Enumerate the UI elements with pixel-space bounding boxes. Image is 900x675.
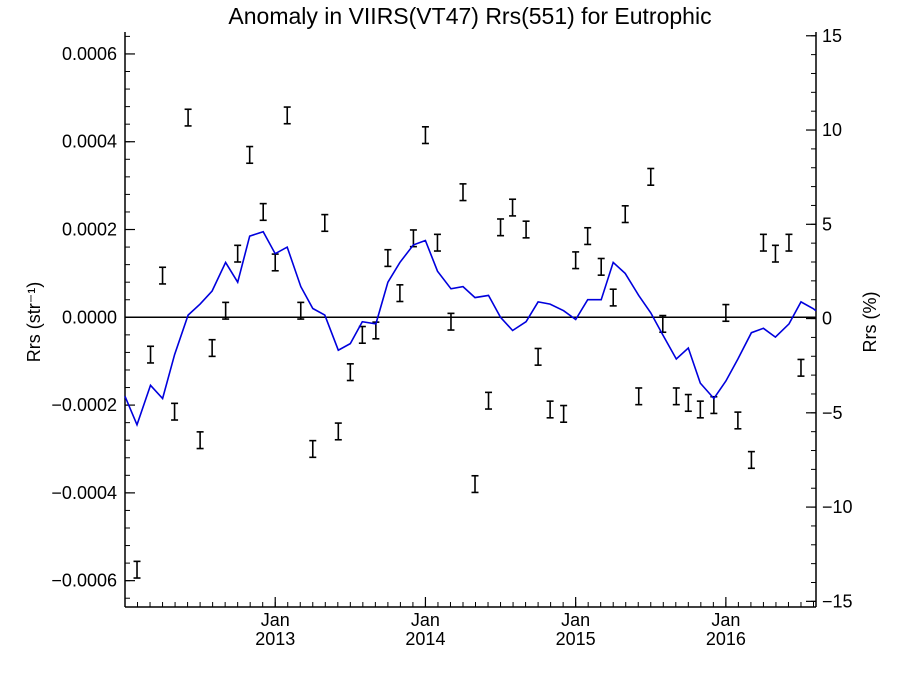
right-tick-label: 15	[822, 26, 842, 46]
right-tick-label: −10	[822, 497, 853, 517]
x-tick-year: 2015	[556, 629, 596, 649]
error-bar	[384, 248, 392, 268]
error-bar	[534, 347, 542, 366]
left-tick-label: 0.0004	[62, 132, 117, 152]
error-bar	[297, 301, 305, 320]
error-bar	[797, 358, 805, 377]
error-bar	[696, 400, 704, 419]
error-bar	[597, 257, 605, 276]
error-bar	[159, 266, 167, 285]
error-bar	[485, 391, 493, 410]
error-bar	[647, 167, 655, 186]
left-tick-label: 0.0000	[62, 307, 117, 327]
error-bar	[133, 560, 141, 579]
error-bar	[684, 393, 692, 413]
error-bar	[672, 387, 680, 406]
error-bar	[459, 183, 467, 202]
error-bar	[309, 439, 317, 459]
error-bar	[334, 422, 342, 441]
right-tick-label: 5	[822, 214, 832, 234]
error-bar	[621, 205, 629, 224]
left-tick-label: −0.0002	[51, 395, 117, 415]
error-bar	[759, 233, 767, 252]
error-bar	[271, 253, 279, 272]
right-tick-label: −5	[822, 403, 843, 423]
y-axis-label-right: Rrs (%)	[860, 292, 880, 353]
left-tick-label: 0.0006	[62, 44, 117, 64]
error-bar	[246, 145, 254, 165]
error-bar	[497, 218, 505, 237]
error-bar	[208, 338, 216, 358]
error-bar	[771, 244, 779, 263]
error-bar	[447, 312, 455, 331]
error-bar	[471, 474, 479, 494]
x-tick-year: 2016	[706, 629, 746, 649]
error-bar	[546, 400, 554, 419]
error-bar	[421, 126, 429, 145]
left-tick-label: −0.0004	[51, 483, 117, 503]
error-bar	[722, 303, 730, 323]
error-bar	[321, 213, 329, 233]
right-tick-label: 10	[822, 120, 842, 140]
error-bar	[747, 450, 755, 470]
error-bar	[609, 288, 617, 307]
error-bar	[433, 233, 441, 252]
error-bar	[396, 284, 404, 303]
error-bar	[346, 363, 354, 382]
error-bar	[234, 244, 242, 263]
error-bar	[184, 108, 192, 127]
error-bar	[734, 411, 742, 430]
x-tick-year: 2014	[405, 629, 445, 649]
error-bar	[572, 251, 580, 270]
error-bar	[635, 387, 643, 406]
left-axis-ticks: 0.0006 0.0004 0.0002 0.0000 −0.0002 −0.0004 −0…	[51, 35, 135, 599]
left-tick-label: −0.0006	[51, 571, 117, 591]
series-line	[124, 230, 817, 428]
x-tick-month: Jan	[261, 610, 290, 630]
error-bar	[358, 325, 366, 345]
series-layer	[124, 106, 817, 579]
left-tick-label: 0.0002	[62, 220, 117, 240]
error-bar	[785, 233, 793, 252]
error-bar	[147, 345, 155, 364]
x-tick-month: Jan	[411, 610, 440, 630]
x-tick-year: 2013	[255, 629, 295, 649]
y-axis-label-left: Rrs (str⁻¹)	[24, 282, 44, 362]
error-bar	[196, 431, 204, 450]
error-bar	[509, 198, 517, 217]
error-bar	[259, 202, 267, 222]
error-bar	[171, 402, 179, 421]
error-bar	[560, 404, 568, 424]
right-tick-label: −15	[822, 591, 853, 611]
error-bar	[283, 106, 291, 125]
x-tick-month: Jan	[561, 610, 590, 630]
right-tick-label: 0	[822, 309, 832, 329]
error-bar	[522, 220, 530, 239]
error-bar	[222, 301, 230, 320]
x-tick-month: Jan	[711, 610, 740, 630]
right-axis-ticks: 15 10 5 0 −5 −10 −15	[806, 26, 853, 611]
chart-title: Anomaly in VIIRS(VT47) Rrs(551) for Eutr…	[228, 3, 711, 29]
error-bar	[584, 226, 592, 246]
